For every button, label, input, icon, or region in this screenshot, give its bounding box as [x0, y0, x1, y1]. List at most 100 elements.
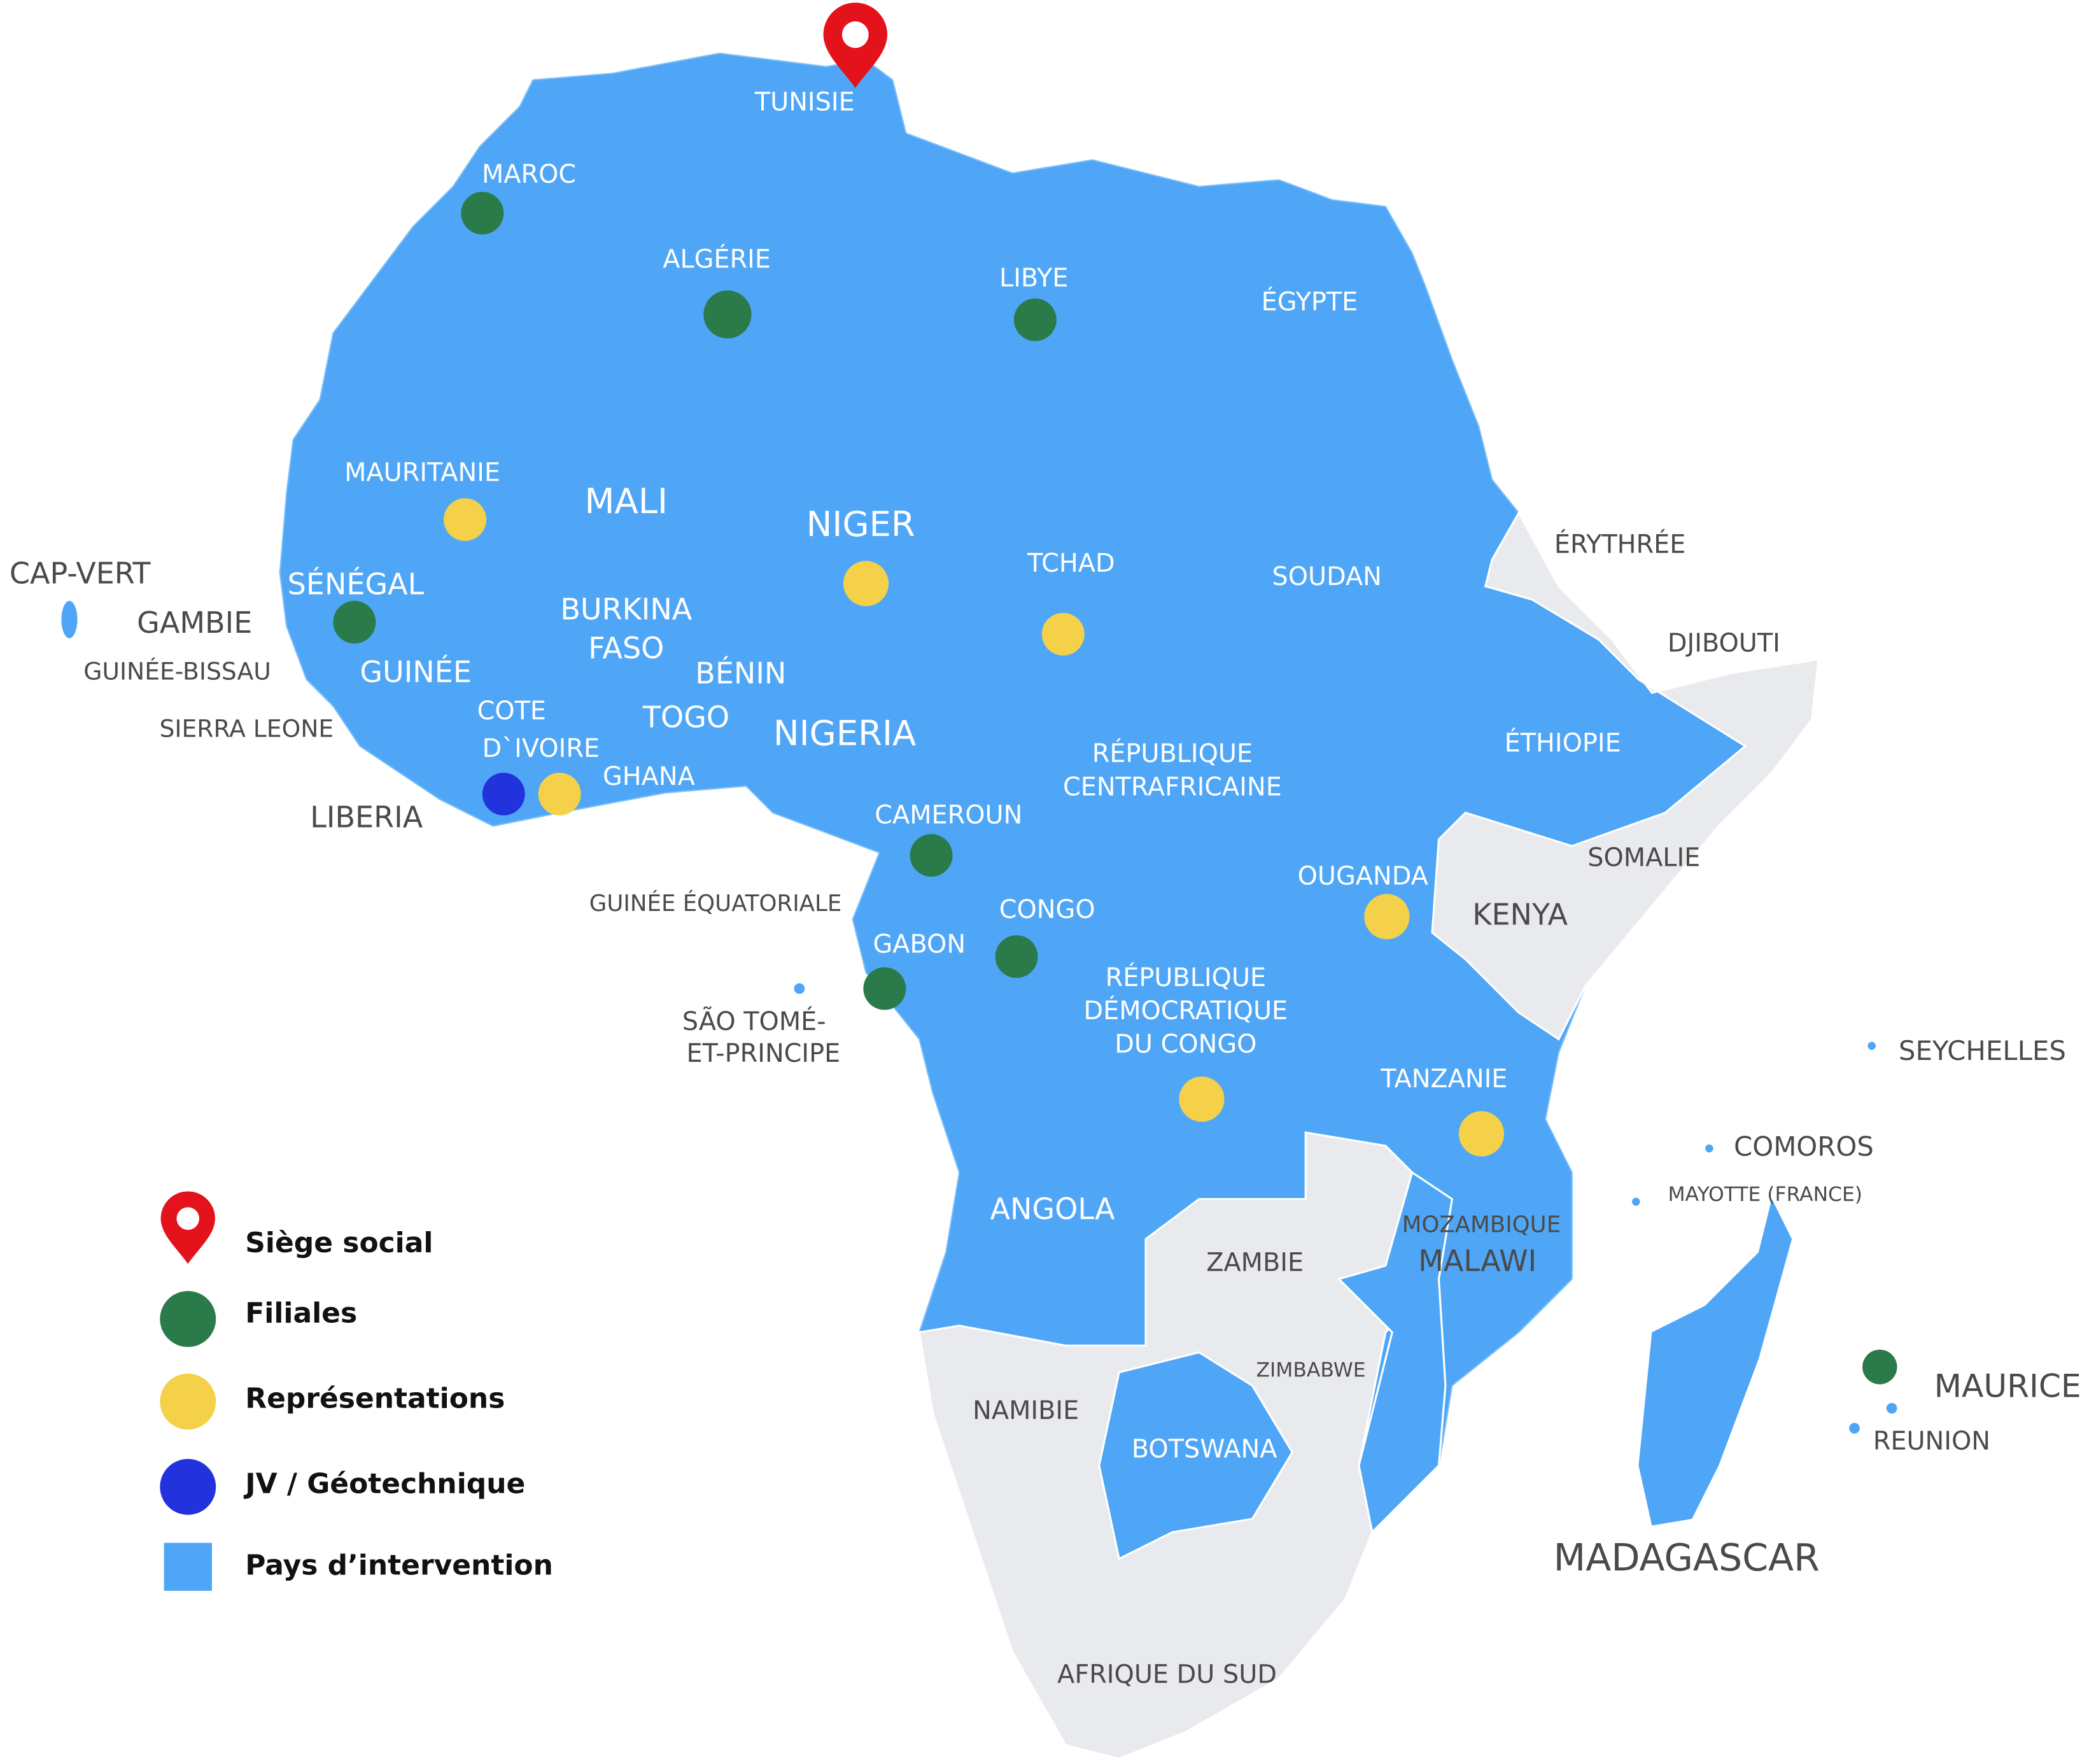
representation-dot — [1364, 894, 1410, 940]
legend-label: JV / Géotechnique — [243, 1468, 525, 1500]
country-label: SEYCHELLES — [1899, 1035, 2066, 1066]
pin-hole — [841, 21, 869, 48]
legend-pin — [160, 1191, 215, 1264]
country-label: ZAMBIE — [1206, 1248, 1304, 1278]
country-label: BÉNIN — [695, 656, 786, 691]
mozambique — [1337, 1171, 1454, 1535]
country-label: NIGERIA — [773, 712, 916, 753]
representation-dot — [444, 498, 487, 541]
country-label: ÉRYTHRÉE — [1554, 530, 1686, 560]
country-label: MOZAMBIQUE — [1402, 1211, 1561, 1238]
country-label: MALI — [585, 481, 668, 521]
country-label: TOGO — [642, 700, 729, 735]
country-label: KENYA — [1472, 897, 1568, 931]
country-label: TANZANIE — [1380, 1064, 1507, 1094]
country-label: RÉPUBLIQUE — [1106, 963, 1266, 992]
country-label: SOMALIE — [1587, 843, 1700, 872]
country-label: MAROC — [482, 160, 576, 189]
country-label: MAURICE — [1934, 1367, 2081, 1404]
representation-dot — [538, 772, 581, 815]
country-label: GHANA — [603, 762, 695, 791]
country-label: GUINÉE-BISSAU — [83, 657, 271, 685]
pin-hole — [176, 1207, 200, 1230]
filiale-dot — [461, 192, 504, 235]
legend-label: Pays d’intervention — [245, 1549, 553, 1581]
island — [1886, 1402, 1897, 1414]
filiale-dot — [1013, 298, 1057, 341]
filiale-dots — [333, 192, 1897, 1385]
country-label: CAP-VERT — [10, 556, 151, 591]
filiale-dot — [333, 600, 376, 644]
country-label: ÉGYPTE — [1262, 287, 1358, 317]
horn-region — [1431, 511, 1820, 1041]
legend-swatch — [160, 1291, 216, 1347]
country-label: OUGANDA — [1298, 862, 1428, 891]
filiale-dot — [1862, 1350, 1897, 1385]
island — [1705, 1144, 1713, 1153]
country-label: GUINÉE ÉQUATORIALE — [589, 890, 842, 917]
country-label: MAURITANIE — [344, 458, 500, 488]
country-label: ET-PRINCIPE — [687, 1039, 841, 1068]
representation-dot — [843, 561, 889, 607]
island — [1631, 1197, 1640, 1206]
country-label: D`IVOIRE — [482, 734, 600, 763]
island — [794, 983, 805, 994]
country-label: DJIBOUTI — [1668, 628, 1780, 658]
legend-label: Filiales — [245, 1297, 357, 1330]
legend-label: Siège social — [245, 1227, 433, 1259]
filiale-dot — [703, 290, 752, 339]
country-label: CENTRAFRICAINE — [1063, 772, 1282, 801]
representation-dot — [1458, 1111, 1505, 1157]
country-label: ZIMBABWE — [1256, 1359, 1366, 1382]
country-label: GABON — [873, 929, 966, 959]
country-label: CONGO — [999, 895, 1095, 924]
legend-swatch — [160, 1373, 216, 1430]
country-label: LIBERIA — [310, 800, 423, 835]
country-label: NAMIBIE — [973, 1396, 1079, 1425]
cap-vert-island — [61, 600, 78, 639]
country-label: LIBYE — [999, 264, 1068, 293]
representation-dot — [1041, 612, 1085, 656]
legend-swatch — [164, 1542, 212, 1591]
country-label: ANGOLA — [990, 1192, 1116, 1226]
filiale-dot — [863, 967, 906, 1010]
headquarters-pin — [823, 3, 888, 88]
country-label: BURKINA — [560, 592, 692, 626]
country-label: TCHAD — [1027, 549, 1115, 578]
island — [1867, 1041, 1876, 1050]
country-label: BOTSWANA — [1132, 1435, 1277, 1464]
legend-swatch — [160, 1458, 216, 1515]
country-label: SÃO TOMÉ- — [682, 1006, 826, 1036]
botswana — [1098, 1351, 1294, 1561]
representation-dot — [1179, 1076, 1225, 1122]
country-label: AFRIQUE DU SUD — [1057, 1660, 1277, 1689]
filiale-dot — [910, 834, 953, 877]
jv-dot — [482, 772, 525, 815]
country-label: MAYOTTE (FRANCE) — [1668, 1183, 1862, 1206]
legend-label: Représentations — [245, 1383, 505, 1415]
filiale-dot — [995, 935, 1038, 978]
country-label: CAMEROUN — [875, 800, 1022, 829]
country-label: ALGÉRIE — [663, 244, 771, 274]
country-label: REUNION — [1873, 1427, 1990, 1456]
country-label: GUINÉE — [360, 655, 472, 689]
representation-dots — [444, 498, 1505, 1157]
country-label: SOUDAN — [1272, 562, 1381, 591]
country-label: COTE — [477, 696, 546, 726]
country-label: FASO — [588, 631, 664, 665]
country-label: GAMBIE — [137, 605, 252, 640]
legend: Siège social Filiales Représentations JV… — [160, 1191, 553, 1591]
country-label: DU CONGO — [1115, 1029, 1256, 1059]
country-label: NIGER — [806, 504, 915, 544]
country-label: ÉTHIOPIE — [1505, 728, 1621, 758]
country-label: COMOROS — [1734, 1131, 1874, 1162]
country-label: SÉNÉGAL — [288, 567, 425, 601]
country-label: DÉMOCRATIQUE — [1084, 996, 1288, 1026]
country-label: MALAWI — [1418, 1244, 1537, 1278]
country-labels: TUNISIE MAROC ALGÉRIE LIBYE ÉGYPTE MAURITANIE… — [10, 88, 2081, 1690]
country-label: MADAGASCAR — [1554, 1536, 1820, 1579]
country-label: SIERRA LEONE — [159, 714, 334, 742]
